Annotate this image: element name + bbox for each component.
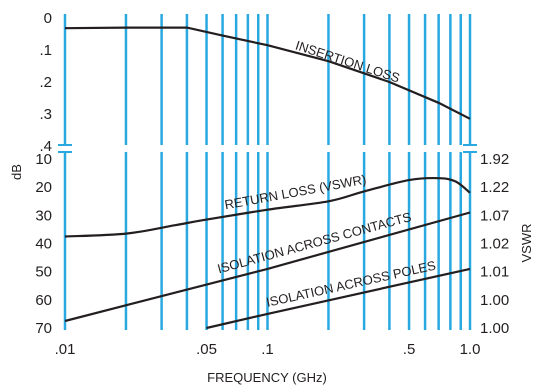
series-insertion-loss: [64, 26, 471, 120]
y-tick-label-lower: 70: [35, 320, 52, 337]
x-axis-label: FREQUENCY (GHz): [207, 370, 327, 385]
y-tick-label-lower: 20: [35, 179, 52, 196]
y-tick-label-upper: .3: [39, 106, 52, 123]
vswr-tick-label: 1.92: [480, 151, 509, 168]
series-isolation-across-poles: [206, 267, 471, 330]
series-label: ISOLATION ACROSS CONTACTS: [216, 209, 414, 276]
series-return-loss-vswr: [64, 176, 471, 238]
tick-labels: 0 .1 .2 .3 .410 20 30 40 50 60 70 1.92 1.22 1.07 1.02 1…: [35, 10, 509, 358]
x-tick-label: .5: [403, 341, 416, 358]
vswr-tick-label: 1.22: [480, 179, 509, 196]
data-series: [64, 26, 471, 330]
x-tick-label: .05: [196, 341, 217, 358]
x-tick-label: 1.0: [460, 341, 481, 358]
vertical-gridlines: [124, 14, 472, 330]
y-tick-label-upper: .1: [39, 42, 52, 59]
y-tick-label-lower: 50: [35, 264, 52, 281]
right-axis-label: VSWR: [519, 224, 534, 263]
y-tick-label-lower: 60: [35, 292, 52, 309]
axes: [58, 14, 477, 330]
vswr-tick-label: 1.00: [480, 292, 509, 309]
y-tick-label-upper: 0: [44, 10, 52, 27]
y-tick-label-upper: .4: [39, 138, 52, 155]
vswr-tick-label: 1.07: [480, 207, 509, 224]
series-label: ISOLATION ACROSS POLES: [265, 258, 438, 310]
series-isolation-across-contacts: [64, 211, 471, 323]
y-tick-label-upper: .2: [39, 74, 52, 91]
vswr-tick-label: 1.00: [480, 320, 509, 337]
y-tick-label-lower: 40: [35, 236, 52, 253]
y-tick-label-lower: 30: [35, 207, 52, 224]
x-tick-label: .01: [55, 341, 76, 358]
vswr-tick-label: 1.02: [480, 236, 509, 253]
vswr-tick-label: 1.01: [480, 264, 509, 281]
x-tick-label: .1: [261, 341, 274, 358]
left-axis-label: dB: [9, 164, 24, 180]
y-tick-label-lower: 10: [35, 151, 52, 168]
series-label: INSERTION LOSS: [294, 38, 402, 86]
